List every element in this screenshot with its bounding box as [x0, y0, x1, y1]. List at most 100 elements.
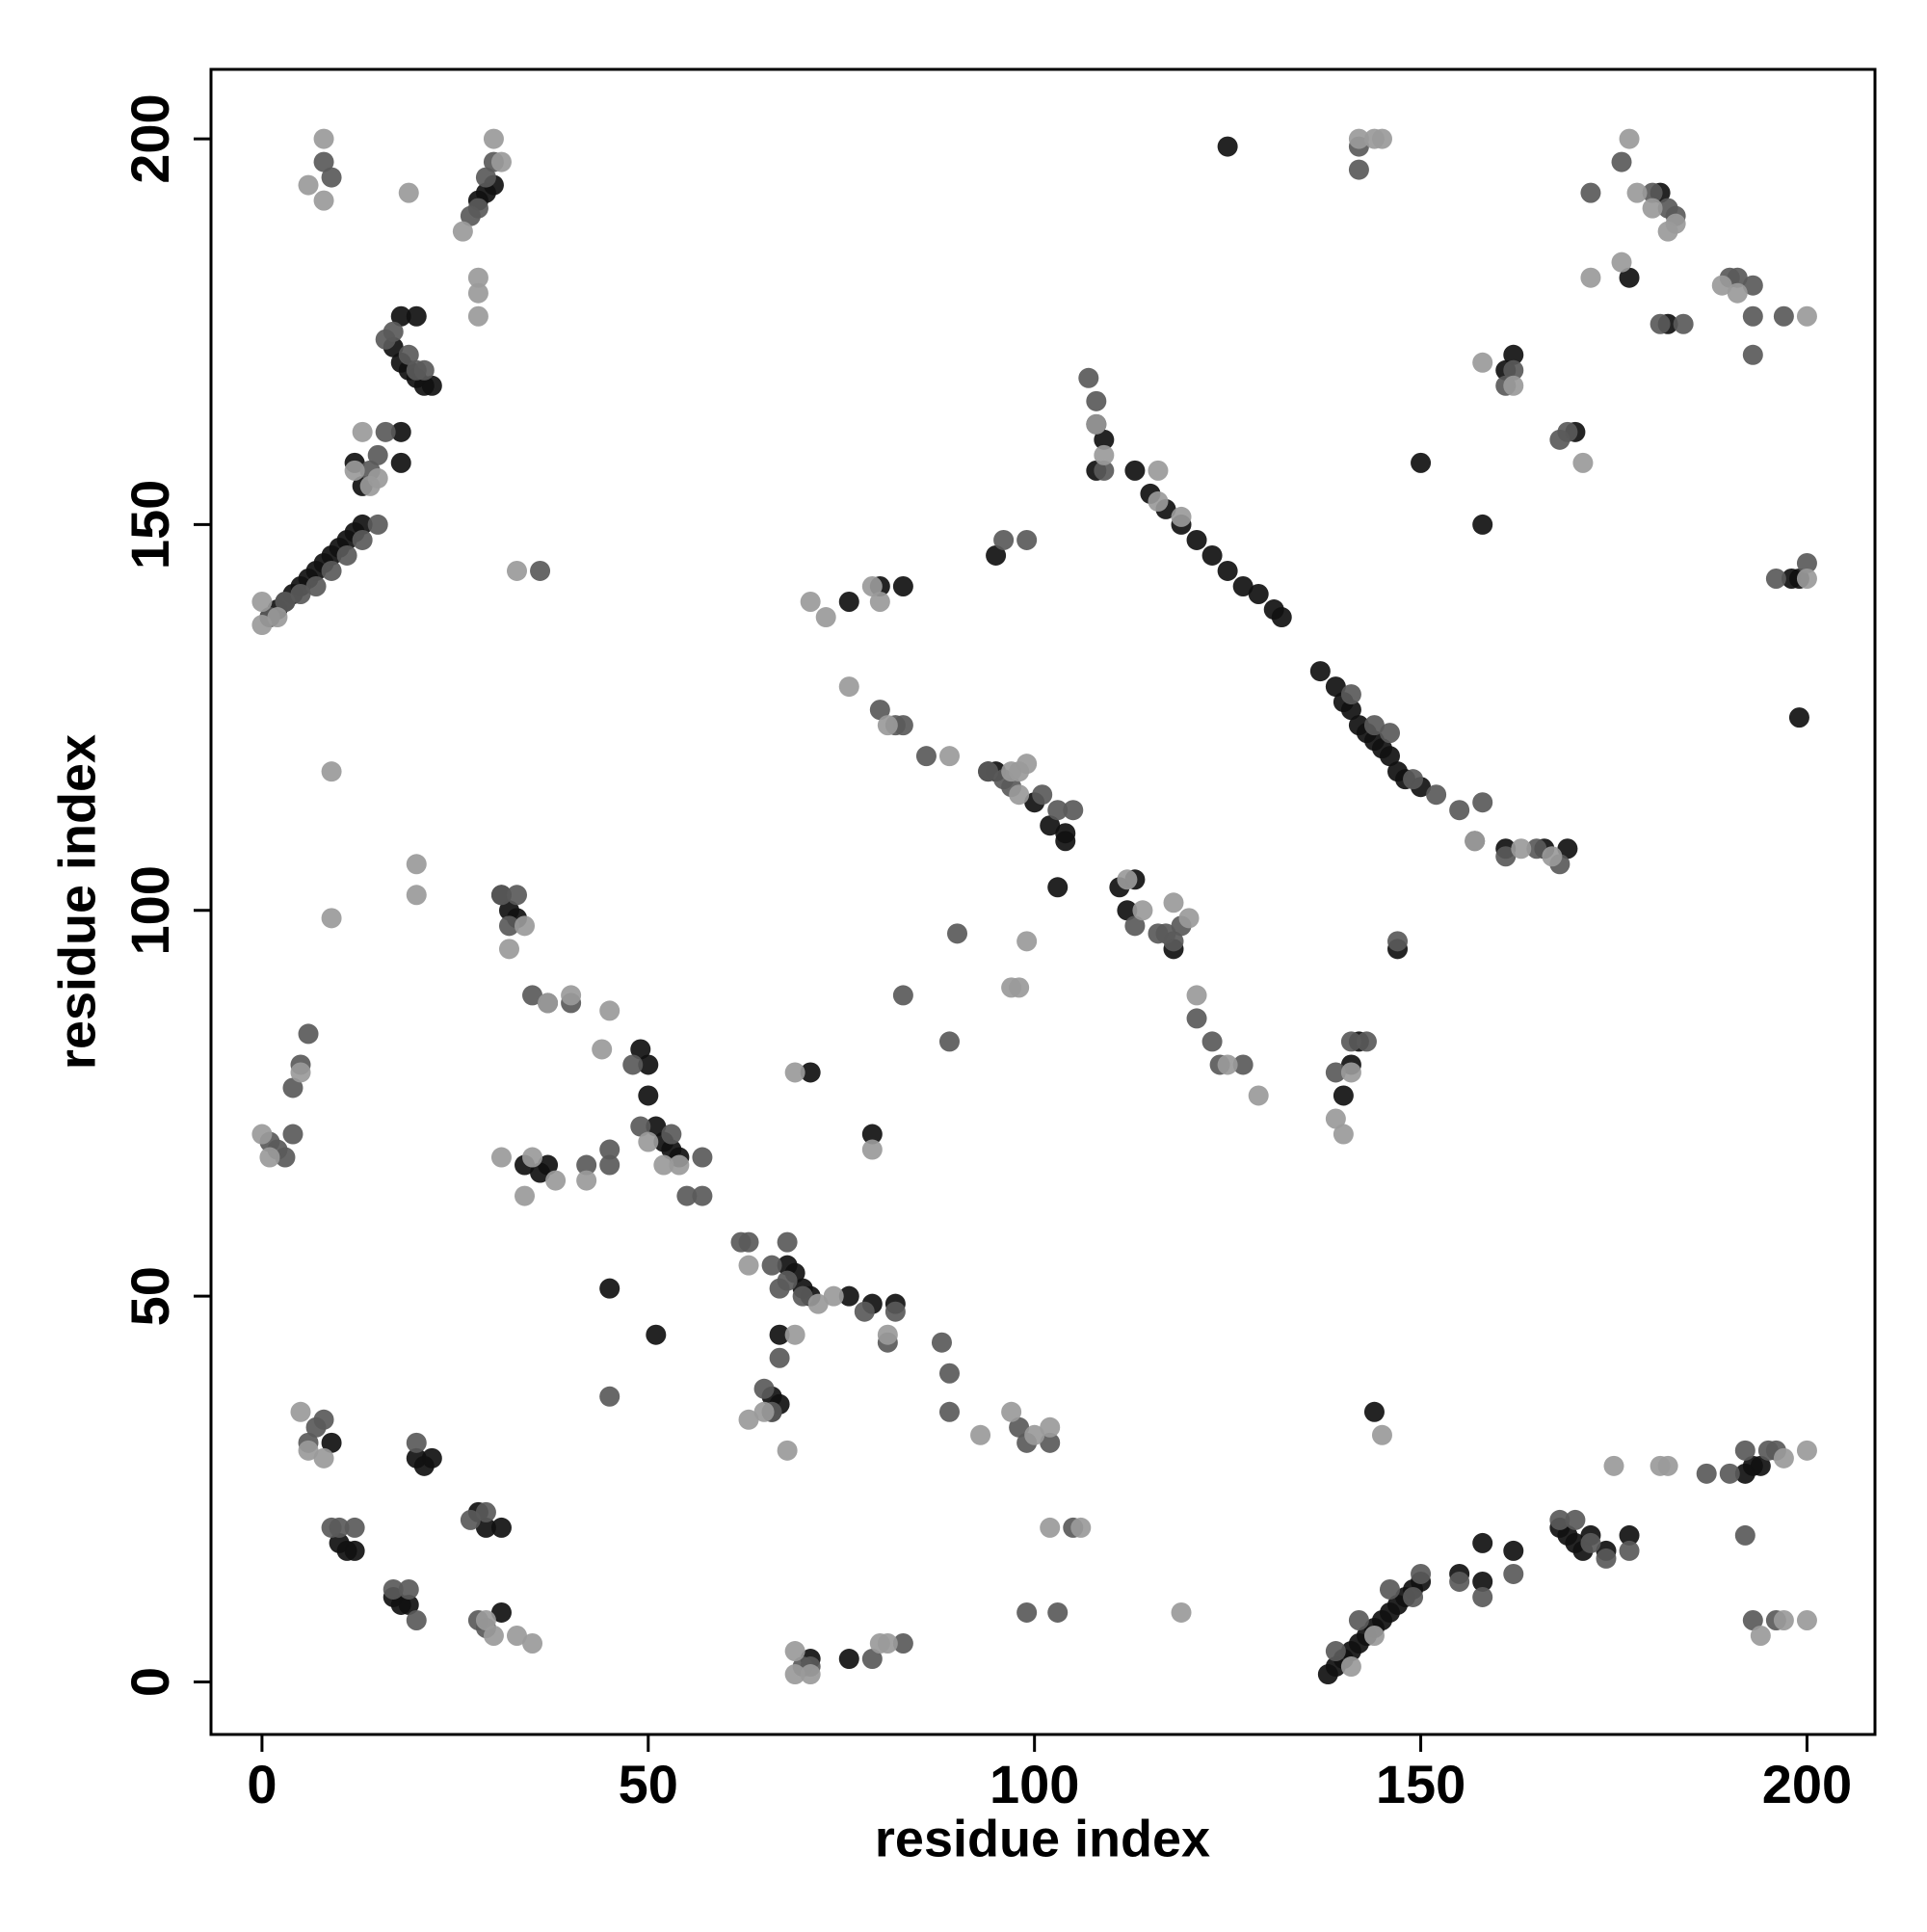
point: [1016, 931, 1038, 952]
point: [838, 592, 859, 613]
point: [1403, 769, 1424, 790]
point: [538, 1154, 559, 1176]
point: [398, 1578, 419, 1600]
point: [1124, 915, 1146, 937]
point: [367, 467, 388, 489]
point: [522, 985, 543, 1006]
point: [1503, 344, 1524, 365]
point: [344, 1517, 365, 1538]
point: [313, 151, 334, 172]
y-tick-label: 200: [119, 93, 180, 183]
point: [1580, 267, 1601, 288]
point: [1047, 800, 1069, 821]
point: [938, 1031, 960, 1052]
point: [1009, 761, 1030, 782]
point: [1371, 1424, 1392, 1445]
point: [375, 421, 396, 442]
point: [769, 1347, 790, 1368]
y-tick-label: 0: [119, 1667, 180, 1697]
point: [1163, 931, 1184, 952]
point: [1650, 313, 1671, 334]
point: [259, 1147, 280, 1168]
point: [1201, 544, 1223, 566]
point: [1009, 977, 1030, 998]
point: [460, 1509, 481, 1530]
point: [769, 1324, 790, 1345]
point: [1063, 800, 1084, 821]
point: [344, 460, 365, 481]
point: [869, 592, 890, 613]
point: [1742, 305, 1763, 327]
point: [352, 514, 373, 535]
point: [1040, 815, 1061, 836]
point: [915, 746, 937, 767]
point: [1371, 128, 1392, 149]
point: [630, 1039, 651, 1060]
point: [313, 190, 334, 211]
point: [1348, 1609, 1369, 1630]
point: [1348, 128, 1369, 149]
point: [1788, 707, 1809, 728]
point: [861, 1124, 883, 1145]
y-tick-label: 100: [119, 865, 180, 955]
point: [1503, 1563, 1524, 1584]
point: [421, 375, 442, 396]
x-axis-label: residue index: [875, 1810, 1210, 1867]
point: [1094, 444, 1115, 465]
point: [1472, 1571, 1493, 1592]
point: [1148, 460, 1169, 481]
point: [490, 1147, 512, 1168]
point: [800, 1664, 821, 1685]
point: [1186, 1008, 1207, 1029]
point: [1186, 985, 1207, 1006]
point: [1711, 275, 1732, 296]
point: [390, 421, 411, 442]
point: [313, 1409, 334, 1430]
point: [1055, 823, 1076, 844]
point: [599, 1386, 620, 1407]
point: [970, 1424, 991, 1445]
point: [498, 939, 519, 960]
point: [530, 560, 551, 581]
point: [854, 1301, 875, 1322]
point: [1248, 1085, 1269, 1106]
point: [1040, 1517, 1061, 1538]
point: [1642, 182, 1663, 203]
point: [1363, 715, 1385, 736]
point: [352, 421, 373, 442]
point: [784, 1062, 805, 1083]
point: [892, 985, 913, 1006]
point: [1426, 784, 1447, 806]
point: [329, 1517, 350, 1538]
point: [522, 1147, 543, 1168]
point: [298, 1440, 319, 1461]
point: [638, 1054, 659, 1075]
point: [305, 575, 327, 596]
point: [838, 1285, 859, 1307]
point: [467, 305, 488, 327]
point: [1379, 1578, 1400, 1600]
point: [1024, 1424, 1045, 1445]
point: [1750, 1455, 1771, 1476]
point: [1727, 282, 1748, 304]
point: [1132, 900, 1153, 921]
point: [784, 1324, 805, 1345]
point: [475, 1609, 496, 1630]
point: [599, 1154, 620, 1176]
point: [1542, 846, 1563, 867]
point: [599, 1000, 620, 1021]
point: [1348, 159, 1369, 180]
x-tick-label: 150: [1376, 1754, 1465, 1814]
point: [1719, 1463, 1740, 1484]
point: [1449, 800, 1470, 821]
point: [1557, 421, 1578, 442]
x-tick-label: 0: [247, 1754, 277, 1814]
point: [1472, 514, 1493, 535]
point: [730, 1231, 752, 1253]
point: [498, 915, 519, 937]
x-tick-label: 100: [990, 1754, 1079, 1814]
point: [251, 1124, 273, 1145]
point: [1340, 1656, 1361, 1678]
point: [1665, 213, 1686, 234]
